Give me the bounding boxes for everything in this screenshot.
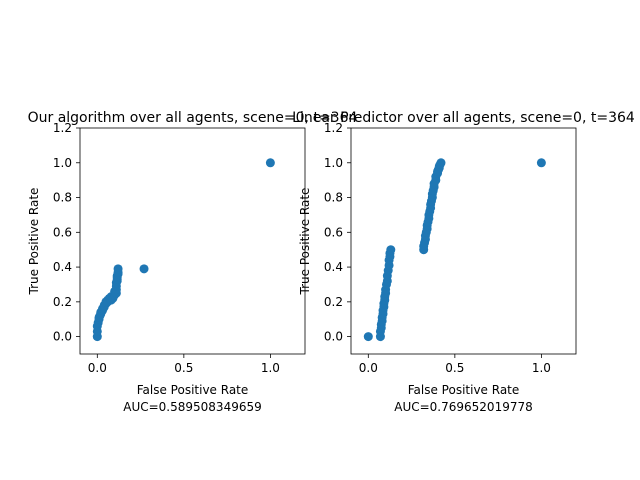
data-point (536, 158, 546, 168)
y-tick-label: 0.4 (324, 260, 343, 274)
x-tick-label: 0.5 (174, 361, 193, 375)
y-tick-label: 0.8 (53, 191, 72, 205)
y-axis-label: True Positive Rate (298, 188, 312, 296)
data-point (386, 245, 396, 255)
y-tick-label: 1.2 (53, 121, 72, 135)
y-tick-label: 0.4 (53, 260, 72, 274)
x-axis-label: False Positive Rate (408, 383, 520, 397)
data-point (139, 264, 149, 274)
y-tick-label: 1.2 (324, 121, 343, 135)
auc-label: AUC=0.769652019778 (394, 400, 533, 414)
y-tick-label: 0.2 (53, 295, 72, 309)
y-tick-label: 0.0 (53, 330, 72, 344)
data-point (436, 158, 446, 168)
y-tick-label: 0.8 (324, 191, 343, 205)
x-tick-label: 1.0 (261, 361, 280, 375)
x-tick-label: 1.0 (532, 361, 551, 375)
y-tick-label: 0.0 (324, 330, 343, 344)
y-tick-label: 0.2 (324, 295, 343, 309)
chart-title: Our algorithm over all agents, scene=0, … (28, 110, 358, 126)
data-point (265, 158, 275, 168)
roc-plot-our-algorithm: 0.0 0.5 1.0 0.0 0.2 0.4 0.6 0.8 1.0 1.2 False Posi… (27, 110, 357, 414)
axes-frame (350, 127, 577, 355)
x-tick-label: 0.0 (359, 361, 378, 375)
y-tick-label: 1.0 (324, 156, 343, 170)
data-point (363, 332, 373, 342)
data-point (113, 264, 123, 274)
auc-label: AUC=0.589508349659 (123, 400, 262, 414)
roc-plot-linear-predictor: 0.0 0.5 1.0 0.0 0.2 0.4 0.6 0.8 1.0 1.2 False Posi… (292, 110, 635, 414)
chart-title: Linear Predictor over all agents, scene=… (292, 110, 635, 126)
x-tick-label: 0.0 (88, 361, 107, 375)
axes-frame (79, 127, 306, 355)
y-tick-label: 0.6 (53, 225, 72, 239)
x-tick-label: 0.5 (445, 361, 464, 375)
y-axis-label: True Positive Rate (27, 188, 41, 296)
x-axis-label: False Positive Rate (137, 383, 249, 397)
y-tick-label: 1.0 (53, 156, 72, 170)
y-tick-label: 0.6 (324, 225, 343, 239)
